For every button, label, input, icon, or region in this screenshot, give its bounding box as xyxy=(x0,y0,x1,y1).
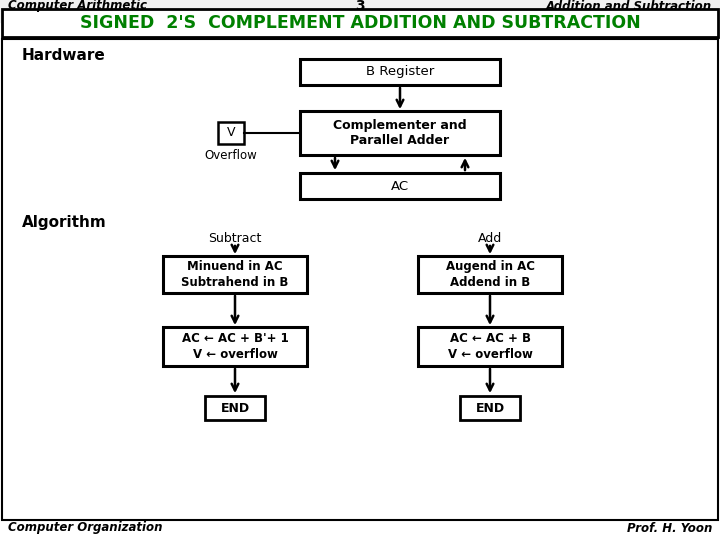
Text: V: V xyxy=(227,126,235,139)
Text: Computer Arithmetic: Computer Arithmetic xyxy=(8,0,147,12)
FancyBboxPatch shape xyxy=(418,327,562,366)
FancyBboxPatch shape xyxy=(2,9,718,37)
Text: SIGNED  2'S  COMPLEMENT ADDITION AND SUBTRACTION: SIGNED 2'S COMPLEMENT ADDITION AND SUBTR… xyxy=(80,14,640,32)
Text: 3: 3 xyxy=(355,0,365,13)
FancyBboxPatch shape xyxy=(418,256,562,293)
Text: Addend in B: Addend in B xyxy=(450,276,530,289)
Text: AC ← AC + B'+ 1: AC ← AC + B'+ 1 xyxy=(181,332,289,345)
FancyBboxPatch shape xyxy=(460,396,520,420)
FancyBboxPatch shape xyxy=(218,122,244,144)
FancyBboxPatch shape xyxy=(2,39,718,520)
FancyBboxPatch shape xyxy=(300,173,500,199)
FancyBboxPatch shape xyxy=(205,396,265,420)
Text: Hardware: Hardware xyxy=(22,48,106,63)
Text: V ← overflow: V ← overflow xyxy=(192,348,277,361)
Text: Computer Organization: Computer Organization xyxy=(8,522,163,535)
Text: END: END xyxy=(475,402,505,415)
FancyBboxPatch shape xyxy=(300,59,500,85)
FancyBboxPatch shape xyxy=(163,256,307,293)
Text: Subtract: Subtract xyxy=(208,232,261,245)
Text: B Register: B Register xyxy=(366,65,434,78)
Text: Algorithm: Algorithm xyxy=(22,215,107,230)
FancyBboxPatch shape xyxy=(300,111,500,155)
Text: Add: Add xyxy=(478,232,502,245)
Text: V ← overflow: V ← overflow xyxy=(448,348,532,361)
Text: Minuend in AC: Minuend in AC xyxy=(187,260,283,273)
Text: Overflow: Overflow xyxy=(204,149,257,162)
Text: Subtrahend in B: Subtrahend in B xyxy=(181,276,289,289)
Text: Addition and Subtraction: Addition and Subtraction xyxy=(546,0,712,12)
Text: AC ← AC + B: AC ← AC + B xyxy=(449,332,531,345)
Bar xyxy=(0,0,720,22)
Text: Augend in AC: Augend in AC xyxy=(446,260,534,273)
Text: AC: AC xyxy=(391,179,409,192)
Text: Complementer and: Complementer and xyxy=(333,119,467,132)
Text: END: END xyxy=(220,402,250,415)
FancyBboxPatch shape xyxy=(163,327,307,366)
Text: Prof. H. Yoon: Prof. H. Yoon xyxy=(626,522,712,535)
Text: Parallel Adder: Parallel Adder xyxy=(351,134,449,147)
